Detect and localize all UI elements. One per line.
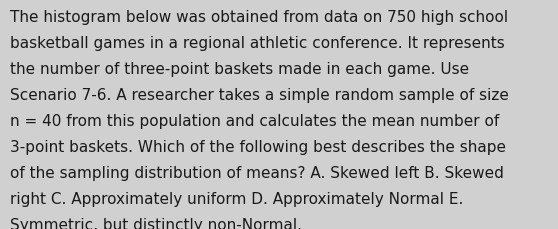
Text: 3-point baskets. Which of the following best describes the shape: 3-point baskets. Which of the following … <box>10 140 506 155</box>
Text: the number of three-point baskets made in each game. Use: the number of three-point baskets made i… <box>10 62 469 77</box>
Text: of the sampling distribution of means? A. Skewed left B. Skewed: of the sampling distribution of means? A… <box>10 166 504 180</box>
Text: Scenario 7-6. A researcher takes a simple random sample of size: Scenario 7-6. A researcher takes a simpl… <box>10 88 509 103</box>
Text: basketball games in a regional athletic conference. It represents: basketball games in a regional athletic … <box>10 36 505 51</box>
Text: Symmetric, but distinctly non-Normal.: Symmetric, but distinctly non-Normal. <box>10 217 302 229</box>
Text: n = 40 from this population and calculates the mean number of: n = 40 from this population and calculat… <box>10 114 499 129</box>
Text: The histogram below was obtained from data on 750 high school: The histogram below was obtained from da… <box>10 10 508 25</box>
Text: right C. Approximately uniform D. Approximately Normal E.: right C. Approximately uniform D. Approx… <box>10 191 463 206</box>
